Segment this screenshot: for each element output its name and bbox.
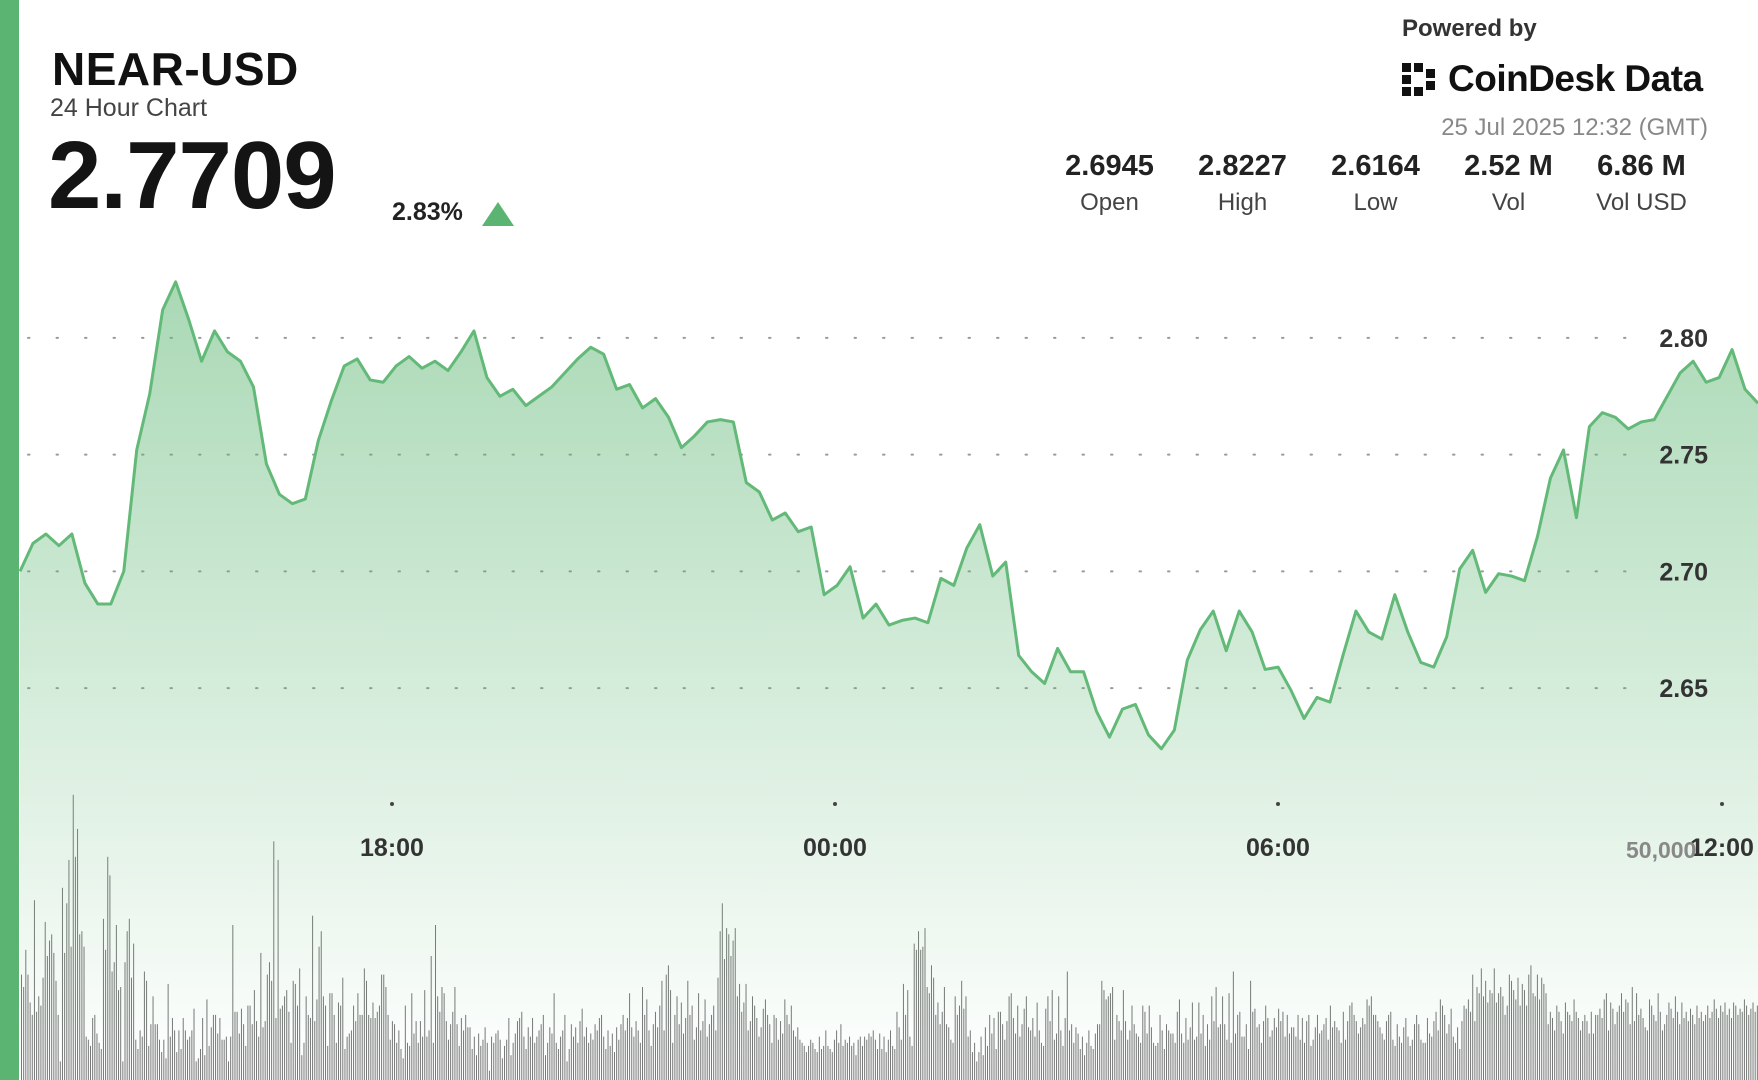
price-area [18, 280, 1758, 1080]
chart-subtitle: 24 Hour Chart [50, 94, 208, 122]
stat-value: 6.86 M [1597, 150, 1686, 182]
stat-label: High [1217, 189, 1268, 216]
x-tick-mark [390, 802, 394, 806]
price-area-fill [20, 281, 1758, 1080]
price-line [18, 280, 1758, 751]
price-change-percent: 2.83% [392, 198, 463, 226]
stat-open: 2.6945 Open [1043, 150, 1176, 217]
accent-bar [0, 0, 19, 1080]
x-tick-label: 18:00 [360, 834, 424, 862]
stat-low: 2.6164 Low [1309, 150, 1442, 217]
stat-value: 2.8227 [1198, 150, 1287, 182]
timestamp: 25 Jul 2025 12:32 (GMT) [1441, 114, 1708, 141]
brand: CoinDesk Data [1400, 55, 1703, 103]
stat-label: Vol USD [1596, 189, 1687, 216]
x-tick-label: 12:00 [1690, 834, 1754, 862]
stat-vol: 2.52 M Vol [1442, 150, 1575, 217]
x-tick-mark [1720, 802, 1724, 806]
stat-vol-usd: 6.86 M Vol USD [1575, 150, 1708, 217]
y-tick-label: 2.75 [1659, 442, 1708, 470]
stat-value: 2.6945 [1065, 150, 1154, 182]
powered-by-label: Powered by [1402, 15, 1537, 42]
y-tick-label: 2.70 [1659, 558, 1708, 586]
ticker-symbol: NEAR-USD [52, 43, 299, 95]
y-tick-label: 2.80 [1659, 325, 1708, 353]
stat-high: 2.8227 High [1176, 150, 1309, 217]
x-tick-label: 06:00 [1246, 834, 1310, 862]
current-price: 2.7709 [48, 122, 337, 229]
x-tick-label: 00:00 [803, 834, 867, 862]
triangle-up-icon [482, 202, 514, 226]
stat-label: Vol [1491, 189, 1526, 216]
stat-label: Open [1080, 189, 1139, 216]
stat-value: 2.52 M [1464, 150, 1553, 182]
x-tick-mark [1276, 802, 1280, 806]
y-tick-label: 2.65 [1659, 675, 1708, 703]
brand-name: CoinDesk Data [1448, 58, 1703, 99]
axis-labels: 2.80 2.75 2.70 2.65 18:00 00:00 06:00 12:0050,0… [360, 325, 1754, 863]
coindesk-logo-icon [1402, 63, 1435, 96]
volume-axis-label: 50,000 [1626, 837, 1696, 863]
stat-label: Low [1353, 189, 1398, 216]
stats-panel: 2.6945 Open 2.8227 High 2.6164 Low 2.52 … [1043, 150, 1708, 217]
x-tick-mark [833, 802, 837, 806]
stat-value: 2.6164 [1331, 150, 1420, 182]
